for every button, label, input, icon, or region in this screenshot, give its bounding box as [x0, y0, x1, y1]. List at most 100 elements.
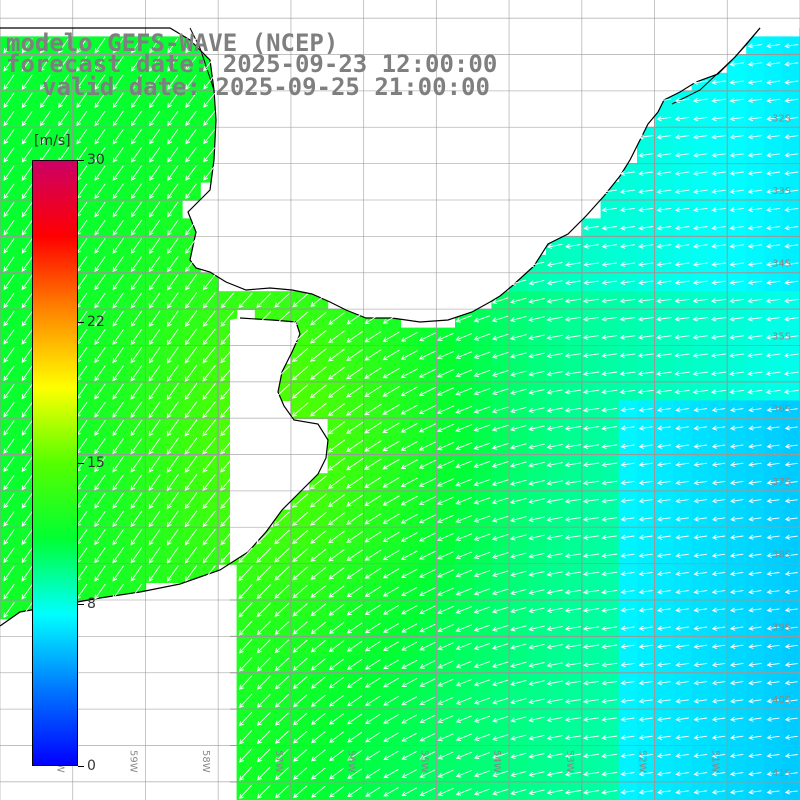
wind-arrow — [21, 401, 33, 418]
wind-arrow — [638, 552, 653, 559]
wind-arrow — [784, 753, 798, 759]
wind-arrow — [601, 352, 618, 358]
wind-arrow — [601, 607, 618, 613]
wind-arrow — [346, 403, 364, 416]
wind-arrow — [729, 407, 744, 413]
wind-arrow — [238, 602, 253, 618]
wind-arrow — [711, 425, 726, 431]
wind-arrow — [130, 510, 143, 528]
wind-arrow — [419, 787, 436, 796]
wind-arrow — [638, 407, 653, 413]
wind-arrow — [674, 243, 690, 249]
wind-arrow — [619, 170, 635, 176]
wind-arrow — [491, 552, 509, 559]
wind-arrow — [748, 771, 762, 777]
wind-arrow — [21, 165, 33, 181]
wind-arrow — [784, 407, 798, 413]
wind-arrow — [365, 732, 381, 743]
wind-arrow — [184, 528, 198, 546]
wind-arrow — [748, 534, 762, 540]
wind-arrow — [112, 365, 124, 382]
wind-arrow — [256, 784, 271, 799]
wind-arrow — [148, 401, 161, 419]
wind-arrow — [510, 734, 527, 741]
wind-arrow — [94, 183, 106, 200]
wind-arrow — [364, 476, 382, 489]
wind-arrow — [656, 498, 671, 504]
wind-arrow — [130, 183, 142, 200]
wind-arrow — [112, 583, 124, 600]
wind-arrow — [383, 787, 399, 797]
wind-arrow — [601, 698, 618, 704]
wind-arrow — [638, 425, 653, 431]
wind-arrow — [492, 734, 509, 741]
wind-arrow — [238, 620, 253, 636]
wind-arrow — [364, 349, 382, 361]
wind-arrow — [3, 38, 15, 54]
wind-arrow — [3, 547, 15, 564]
wind-arrow — [347, 695, 363, 707]
wind-arrow — [656, 98, 672, 104]
wind-arrow — [3, 274, 15, 291]
wind-arrow — [21, 201, 33, 218]
wind-arrow — [310, 585, 327, 598]
wind-arrow — [637, 316, 654, 322]
wind-arrow — [21, 492, 33, 509]
wind-arrow — [711, 79, 726, 85]
wind-arrow — [546, 534, 563, 541]
wind-arrow — [400, 532, 418, 542]
wind-arrow — [565, 261, 581, 268]
wind-arrow — [437, 514, 454, 524]
wind-arrow — [748, 698, 762, 704]
wind-arrow — [455, 442, 473, 451]
wind-arrow — [94, 256, 106, 272]
wind-arrow — [711, 698, 726, 704]
wind-arrow — [3, 383, 15, 400]
wind-arrow — [310, 731, 326, 744]
wind-arrow — [729, 79, 744, 85]
wind-arrow — [130, 310, 143, 327]
wind-arrow — [3, 238, 15, 254]
wind-arrow — [748, 789, 762, 795]
wind-arrow — [21, 38, 33, 54]
wind-arrow — [437, 350, 455, 360]
wind-arrow — [765, 334, 781, 340]
wind-arrow — [149, 38, 161, 54]
wind-arrow — [383, 714, 399, 724]
wind-arrow — [455, 314, 473, 323]
wind-arrow — [729, 316, 745, 322]
wind-arrow — [238, 766, 253, 781]
wind-arrow — [711, 243, 726, 249]
wind-arrow — [710, 371, 727, 377]
wind-arrow — [638, 680, 653, 686]
wind-arrow — [346, 640, 363, 652]
wind-arrow — [711, 280, 726, 286]
wind-arrow — [619, 334, 636, 340]
wind-arrow — [747, 298, 763, 304]
wind-arrow — [656, 589, 671, 595]
wind-arrow — [564, 626, 581, 632]
wind-arrow — [401, 787, 418, 797]
wind-arrow — [365, 713, 381, 725]
wind-arrow — [167, 256, 179, 273]
wind-arrow — [130, 292, 143, 309]
wind-arrow — [130, 547, 143, 564]
wind-arrow — [166, 474, 179, 492]
wind-arrow — [784, 243, 799, 249]
wind-arrow — [148, 455, 161, 473]
wind-arrow — [766, 425, 780, 431]
wind-arrow — [473, 570, 491, 578]
wind-arrow — [455, 587, 472, 596]
wind-arrow — [256, 529, 272, 545]
wind-arrow — [619, 389, 636, 395]
wind-arrow — [601, 462, 618, 468]
wind-arrow — [711, 789, 726, 795]
wind-arrow — [166, 565, 179, 582]
wind-arrow — [21, 220, 33, 236]
wind-arrow — [620, 407, 635, 413]
wind-arrow — [166, 437, 179, 455]
wind-arrow — [582, 589, 600, 595]
wind-arrow — [400, 422, 418, 433]
wind-arrow — [711, 680, 726, 686]
wind-arrow — [748, 552, 762, 558]
